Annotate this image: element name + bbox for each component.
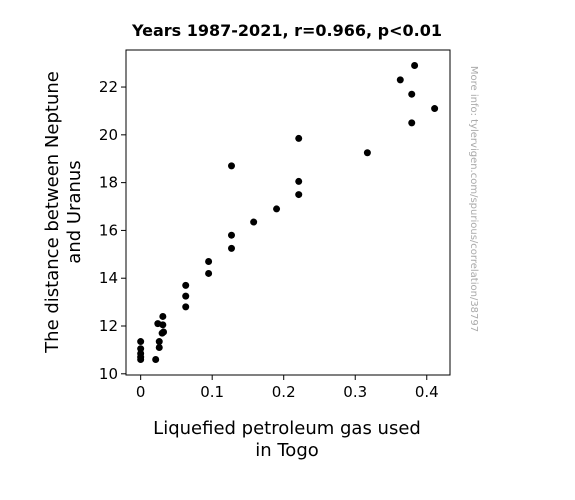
data-point xyxy=(364,149,371,156)
data-point xyxy=(408,91,415,98)
data-point xyxy=(250,219,257,226)
x-tick-label: 0.4 xyxy=(415,383,439,401)
data-point xyxy=(160,328,167,335)
y-tick-label: 20 xyxy=(99,126,118,144)
data-point xyxy=(228,162,235,169)
data-point xyxy=(159,321,166,328)
data-point xyxy=(397,76,404,83)
tick-marks: 0 0.1 0.2 0.3 0.4 10 12 14 16 18 20 22 xyxy=(99,78,439,401)
x-tick-label: 0.1 xyxy=(200,383,224,401)
data-point xyxy=(182,282,189,289)
plot-area-frame xyxy=(126,50,450,375)
data-point xyxy=(408,119,415,126)
y-tick-label: 14 xyxy=(99,269,118,287)
y-tick-label: 18 xyxy=(99,174,118,192)
x-tick-label: 0 xyxy=(136,383,146,401)
data-point xyxy=(273,205,280,212)
x-axis-label-line-1: Liquefied petroleum gas used xyxy=(153,418,421,439)
data-point xyxy=(182,303,189,310)
data-point xyxy=(156,344,163,351)
data-point xyxy=(228,232,235,239)
y-tick-label: 12 xyxy=(99,317,118,335)
data-point xyxy=(228,245,235,252)
data-point xyxy=(159,313,166,320)
data-point xyxy=(205,270,212,277)
data-point xyxy=(431,105,438,112)
x-tick-label: 0.2 xyxy=(272,383,296,401)
data-point xyxy=(156,338,163,345)
data-points xyxy=(137,62,438,363)
data-point xyxy=(295,135,302,142)
x-axis-label-line-2: in Togo xyxy=(255,440,319,461)
data-point xyxy=(205,258,212,265)
data-point xyxy=(182,293,189,300)
y-tick-label: 10 xyxy=(99,365,118,383)
y-axis-label-line-2: and Uranus xyxy=(64,160,85,263)
chart-title: Years 1987-2021, r=0.966, p<0.01 xyxy=(131,21,442,40)
watermark: More info: tylervigen.com/spurious/corre… xyxy=(468,66,479,332)
x-tick-label: 0.3 xyxy=(343,383,367,401)
y-tick-label: 22 xyxy=(99,78,118,96)
y-axis-label-line-1: The distance between Neptune xyxy=(42,71,63,354)
y-tick-label: 16 xyxy=(99,221,118,239)
data-point xyxy=(411,62,418,69)
data-point xyxy=(152,356,159,363)
data-point xyxy=(295,191,302,198)
data-point xyxy=(137,345,144,352)
data-point xyxy=(295,178,302,185)
data-point xyxy=(137,338,144,345)
